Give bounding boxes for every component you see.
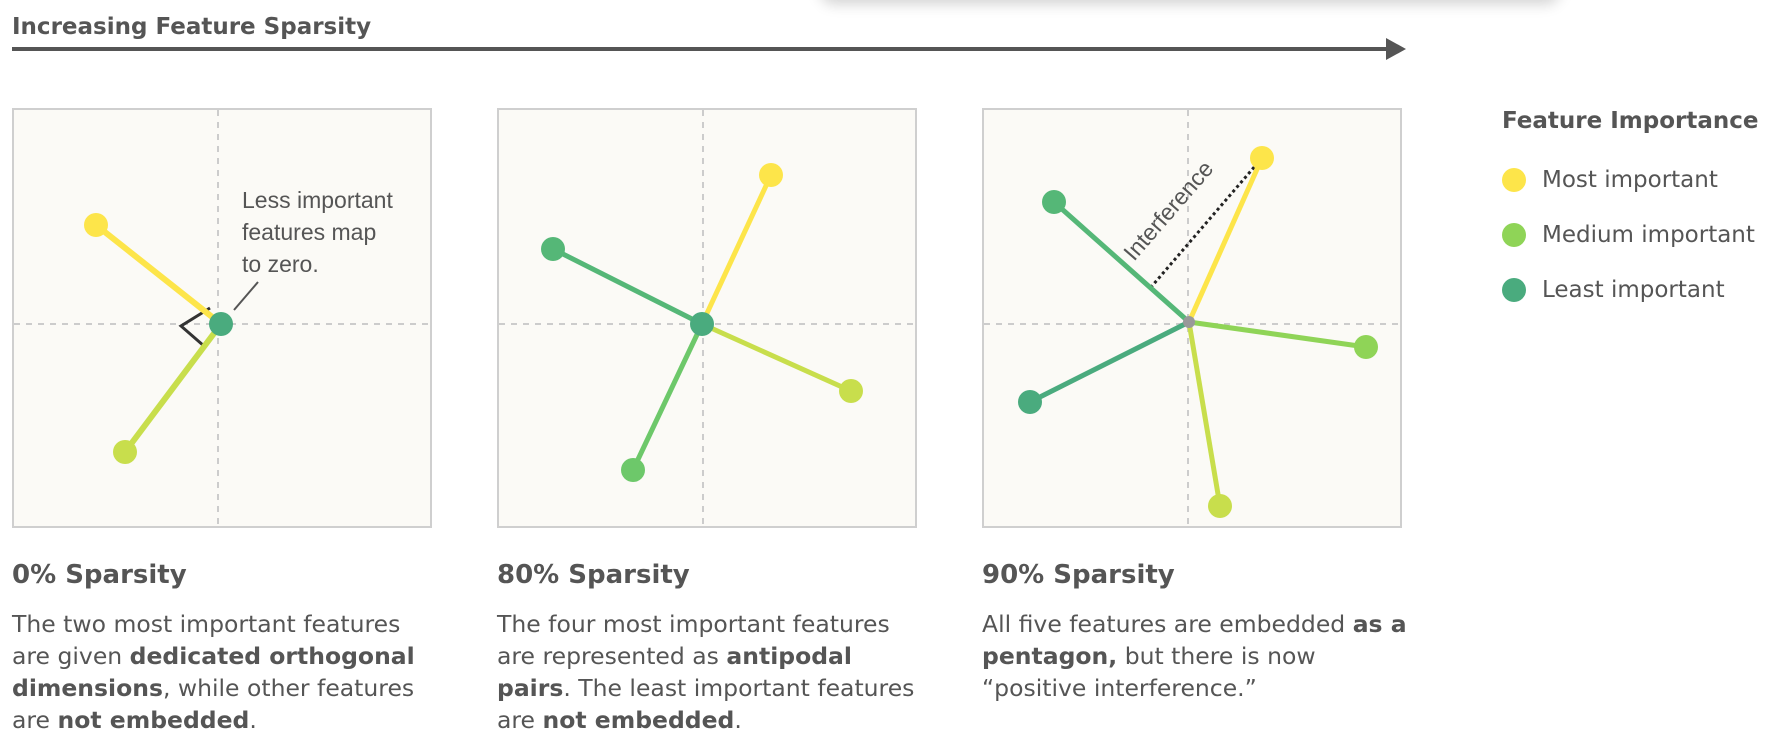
right-angle-marker	[178, 306, 211, 348]
legend-label-least: Least important	[1542, 276, 1725, 303]
panel-80-diagram	[499, 110, 919, 530]
panel-80-description: The four most important features are rep…	[497, 608, 927, 736]
desc-text: The four most important features are rep…	[497, 610, 890, 670]
annotation-line-2: features map	[242, 219, 376, 245]
annotation-leader-line	[233, 281, 259, 311]
desc-bold: not embedded	[542, 706, 735, 734]
point-center	[690, 312, 714, 336]
legend-item-most: Most important	[1502, 152, 1758, 207]
desc-bold: dedicated orthogonal dimensions	[12, 642, 415, 702]
point-most-important	[84, 213, 108, 237]
vector-medium-important-a	[630, 322, 705, 472]
desc-bold: not embedded	[57, 706, 250, 734]
legend-label-most: Most important	[1542, 166, 1718, 193]
panel-0-title: 0% Sparsity	[12, 560, 187, 590]
annotation-line-3: to zero.	[242, 251, 319, 277]
desc-text: . The least important features are	[497, 674, 915, 734]
panel-80-title: 80% Sparsity	[497, 560, 690, 590]
vector-medium-important-b	[1188, 319, 1367, 350]
desc-text: , while other features are	[12, 674, 415, 734]
panel-90-sparsity: Interference	[982, 108, 1404, 530]
point-medium-important-b	[839, 379, 863, 403]
vector-most-important	[1186, 156, 1265, 324]
panel-0-description: The two most important features are give…	[12, 608, 442, 736]
point-center	[1183, 316, 1195, 328]
desc-bold: antipodal pairs	[497, 642, 852, 702]
point-least-important-b	[1018, 390, 1042, 414]
point-least-important	[541, 237, 565, 261]
point-medium-important-b	[1354, 335, 1378, 359]
panel-90-description: All five features are embedded as a pent…	[982, 608, 1412, 704]
point-least-important-a	[1042, 190, 1066, 214]
desc-text: The two most important features are give…	[12, 610, 401, 670]
interference-label: Interference	[1118, 156, 1218, 266]
legend-item-medium: Medium important	[1502, 207, 1758, 262]
sparsity-axis-title: Increasing Feature Sparsity	[12, 14, 372, 40]
panel-0-sparsity: Less important features map to zero.	[12, 108, 434, 530]
legend-label-medium: Medium important	[1542, 221, 1755, 248]
panel-0-diagram: Less important features map to zero.	[14, 110, 434, 530]
legend-title: Feature Importance	[1502, 108, 1759, 134]
legend-dot-most	[1502, 167, 1526, 192]
vector-least-important-b	[1028, 319, 1191, 405]
panel-90-diagram: Interference	[984, 110, 1404, 530]
vector-medium-important-a	[1186, 321, 1223, 507]
point-medium-important-a	[1208, 494, 1232, 518]
vector-medium-important	[122, 322, 224, 454]
desc-text: .	[734, 706, 742, 734]
arrow-head	[1386, 38, 1406, 60]
interference-line	[1150, 157, 1264, 287]
point-zero-features	[209, 312, 233, 336]
legend-dot-medium	[1502, 222, 1526, 247]
vector-most-important	[94, 222, 223, 327]
annotation-line-1: Less important	[242, 187, 393, 213]
legend-dot-least	[1502, 277, 1526, 302]
vector-least-important	[551, 246, 704, 327]
point-most-important	[1250, 146, 1274, 170]
point-medium-important	[113, 440, 137, 464]
point-most-important	[759, 163, 783, 187]
desc-text: .	[249, 706, 257, 734]
legend-item-least: Least important	[1502, 262, 1758, 317]
panel-90-title: 90% Sparsity	[982, 560, 1175, 590]
vector-least-important-a	[1052, 200, 1191, 324]
desc-bold: as a pentagon,	[982, 610, 1407, 670]
desc-text: All five features are embedded	[982, 610, 1353, 638]
point-medium-important-a	[621, 458, 645, 482]
panel-80-sparsity	[497, 108, 919, 530]
desc-text: but there is now “positive interference.…	[982, 642, 1316, 702]
vector-medium-important-b	[700, 321, 853, 394]
sparsity-arrow	[12, 38, 1406, 60]
feature-importance-legend: Feature Importance Most important Medium…	[1502, 108, 1758, 317]
vector-most-important	[699, 173, 774, 326]
